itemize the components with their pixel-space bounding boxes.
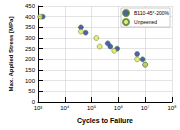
- svg-text:50: 50: [28, 88, 35, 94]
- svg-text:200: 200: [25, 56, 36, 62]
- svg-text:Cycles to Failure: Cycles to Failure: [77, 117, 133, 125]
- svg-text:450: 450: [25, 3, 36, 9]
- svg-text:10⁵: 10⁵: [87, 105, 97, 111]
- svg-text:300: 300: [25, 35, 36, 41]
- svg-text:250: 250: [25, 46, 36, 52]
- svg-text:10³: 10³: [34, 105, 43, 111]
- svg-text:Unpeened: Unpeened: [134, 19, 157, 25]
- svg-text:Max. Applied Stress [MPa]: Max. Applied Stress [MPa]: [8, 17, 14, 92]
- svg-text:0: 0: [31, 99, 35, 105]
- svg-text:150: 150: [25, 67, 36, 73]
- svg-text:350: 350: [25, 24, 36, 30]
- svg-text:10⁴: 10⁴: [60, 105, 70, 111]
- svg-text:100: 100: [25, 78, 36, 84]
- svg-text:400: 400: [25, 14, 36, 20]
- svg-text:10⁸: 10⁸: [167, 105, 177, 111]
- svg-text:B110-45°-200%: B110-45°-200%: [134, 10, 170, 16]
- svg-text:10⁷: 10⁷: [141, 105, 150, 111]
- svg-text:10⁶: 10⁶: [114, 105, 124, 111]
